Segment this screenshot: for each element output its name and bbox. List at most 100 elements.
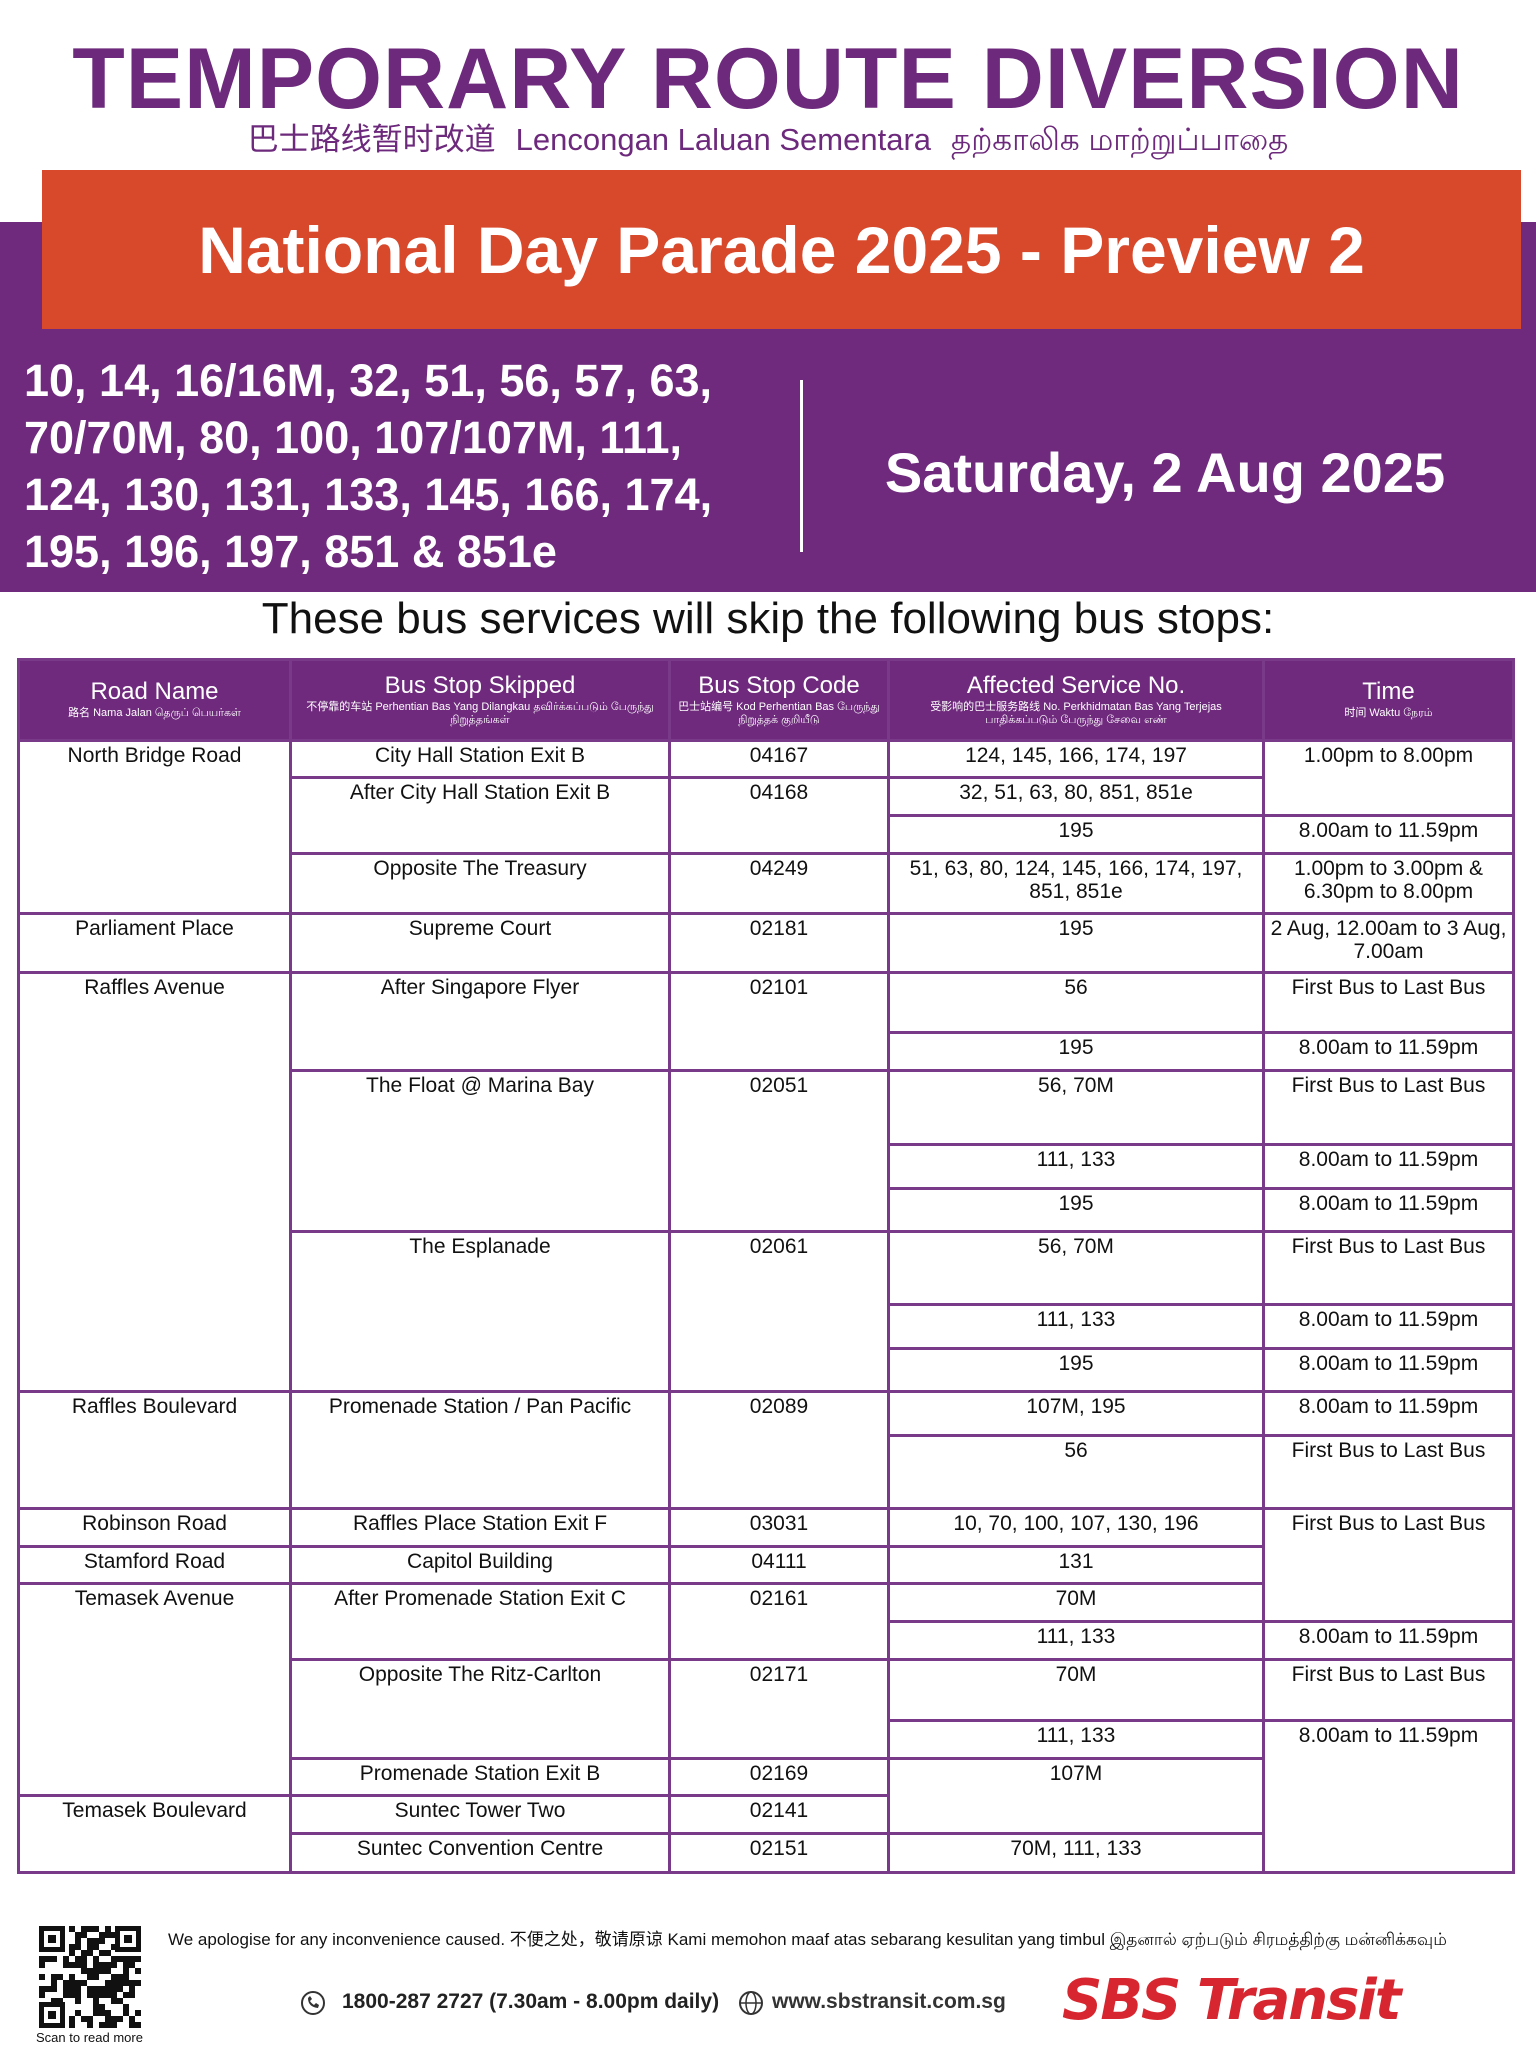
table-cell: 56 xyxy=(887,971,1265,1034)
table-cell: Promenade Station / Pan Pacific xyxy=(289,1390,671,1510)
web-icon xyxy=(739,1991,763,2015)
table-cell: First Bus to Last Bus xyxy=(1262,1507,1515,1623)
subtitles: 巴士路线暂时改道 Lencongan Laluan Sementara தற்கால… xyxy=(0,114,1536,162)
table-cell: Promenade Station Exit B xyxy=(289,1757,671,1797)
qr-module xyxy=(111,2016,117,2022)
qr-module xyxy=(99,1992,105,1998)
qr-module xyxy=(75,1962,81,1968)
qr-module xyxy=(123,1992,129,1998)
qr-module xyxy=(51,1956,57,1962)
qr-module xyxy=(111,1944,117,1950)
qr-module xyxy=(111,1932,117,1938)
qr-module xyxy=(75,2010,81,2016)
qr-module xyxy=(51,1998,57,2004)
table-cell: 02051 xyxy=(668,1069,890,1233)
qr-module xyxy=(105,2016,111,2022)
column-subtitle: 路名 Nama Jalan தெருப் பெயர்கள் xyxy=(68,707,241,719)
title: TEMPORARY ROUTE DIVERSION xyxy=(72,31,1464,127)
qr-module xyxy=(93,1974,99,1980)
qr-module xyxy=(63,1986,69,1992)
table-cell: 8.00am to 11.59pm xyxy=(1262,1187,1515,1233)
table-cell: 56, 70M xyxy=(887,1069,1265,1146)
table-row: Robinson Road Raffles Place Station Exit … xyxy=(17,1507,1515,1623)
website: www.sbstransit.com.sg xyxy=(772,1990,1006,2013)
services-line: 124, 130, 131, 133, 145, 166, 174, xyxy=(24,469,713,520)
table-cell: 32, 51, 63, 80, 851, 851e xyxy=(887,776,1265,817)
qr-module xyxy=(63,1992,69,1998)
event: National Day Parade 2025 - Preview 2 xyxy=(198,212,1365,287)
qr-module xyxy=(105,1980,111,1986)
column-name: Affected Service No. xyxy=(966,671,1186,699)
qr-module xyxy=(69,1962,75,1968)
table-cell: 1.00pm to 3.00pm & 6.30pm to 8.00pm xyxy=(1262,852,1515,915)
table-cell: Opposite The Ritz-Carlton xyxy=(289,1658,671,1760)
qr-module xyxy=(93,1944,99,1950)
phone-icon xyxy=(301,1991,325,2015)
table-cell: 8.00am to 11.59pm xyxy=(1262,1719,1515,1874)
table-cell: 56, 70M xyxy=(887,1230,1265,1306)
table-cell: 02089 xyxy=(668,1390,890,1510)
qr-module xyxy=(129,1980,135,1986)
table-cell: 195 xyxy=(887,912,1265,974)
table-row: 195 8.00am to 11.59pm xyxy=(19,814,1515,855)
table-row: 56 First Bus to Last Bus xyxy=(19,1434,1515,1510)
qr-module xyxy=(123,2004,129,2010)
table-cell: 03031 xyxy=(668,1507,890,1548)
table-cell: 02141 xyxy=(668,1794,890,1835)
qr-module xyxy=(129,1956,135,1962)
qr-module xyxy=(105,1926,111,1932)
qr-module xyxy=(99,1932,105,1938)
qr-module xyxy=(93,1938,99,1944)
table-cell: 2 Aug, 12.00am to 3 Aug, 7.00am xyxy=(1262,912,1515,974)
qr-module xyxy=(99,2010,105,2016)
qr-module xyxy=(135,1956,141,1962)
qr-module xyxy=(111,1962,117,1968)
qr-module xyxy=(81,2016,87,2022)
table-row: 195 8.00am to 11.59pm xyxy=(19,1187,1515,1233)
table-body: North Bridge Road City Hall Station Exit … xyxy=(17,739,1515,1874)
qr-module xyxy=(117,1956,123,1962)
table-cell: Opposite The Treasury xyxy=(289,852,671,915)
qr-module xyxy=(105,1932,111,1938)
qr-module xyxy=(39,1986,45,1992)
table-cell: North Bridge Road xyxy=(17,739,292,915)
table-cell: Capitol Building xyxy=(289,1545,671,1585)
qr-module xyxy=(57,1998,63,2004)
qr-module xyxy=(111,1980,117,1986)
table-row: Raffles Boulevard Promenade Station / Pan… xyxy=(17,1390,1515,1510)
qr-module xyxy=(135,1980,141,1986)
table-row: Temasek Avenue After Promenade Station Ex… xyxy=(17,1582,1514,1797)
table-row: The Esplanade 02061 56, 70M First Bus to La… xyxy=(19,1230,1515,1393)
qr-module xyxy=(87,1968,93,1974)
table-cell: 04168 xyxy=(668,776,890,855)
stops-table: Road Name 路名 Nama Jalan தெருப் பெயர்கள் Bu… xyxy=(17,658,1515,1874)
table-row: After City Hall Station Exit B 04168 32, 5… xyxy=(19,776,1514,855)
qr-module xyxy=(45,1956,51,1962)
table-cell: 70M xyxy=(887,1582,1265,1623)
qr-module xyxy=(69,1950,75,1956)
table-row: Temasek Boulevard Suntec Tower Two 02141 xyxy=(17,1794,1514,1874)
table-cell: 02181 xyxy=(668,912,890,974)
qr-module xyxy=(39,1974,45,1980)
table-cell: Raffles Avenue xyxy=(17,971,292,1393)
qr-module xyxy=(105,1962,111,1968)
table-cell: After Promenade Station Exit C xyxy=(289,1582,671,1661)
qr-module xyxy=(99,1968,105,1974)
qr-module xyxy=(135,1968,141,1974)
table-row: Raffles Avenue After Singapore Flyer 02101… xyxy=(17,971,1515,1393)
qr-module xyxy=(39,1956,45,1962)
table-cell: 195 xyxy=(887,1347,1265,1393)
qr-module xyxy=(69,2022,75,2028)
qr-module xyxy=(111,1956,117,1962)
qr-module xyxy=(81,1956,87,1962)
qr-module xyxy=(93,1926,99,1932)
table-cell: 111, 133 xyxy=(887,1143,1265,1190)
table-cell: 111, 133 xyxy=(887,1303,1265,1350)
qr-module xyxy=(87,1992,93,1998)
qr-module xyxy=(123,2010,129,2016)
qr-module xyxy=(123,1980,129,1986)
table-cell: 70M, 111, 133 xyxy=(887,1832,1265,1874)
table-row: 111, 133 8.00am to 11.59pm xyxy=(19,1303,1515,1350)
table-cell: Raffles Place Station Exit F xyxy=(289,1507,671,1548)
date: Saturday, 2 Aug 2025 xyxy=(884,441,1446,504)
